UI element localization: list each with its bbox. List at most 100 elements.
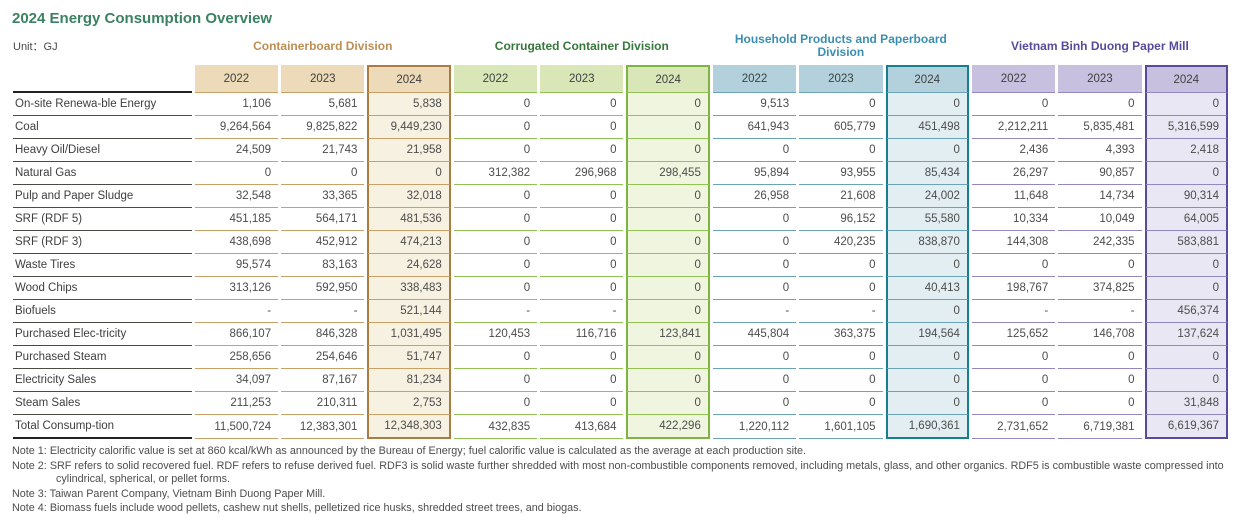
- data-cell: 0: [712, 346, 797, 369]
- data-cell: 0: [540, 254, 624, 277]
- data-cell: 1,690,361: [885, 415, 969, 439]
- row-label: Heavy Oil/Diesel: [13, 139, 192, 162]
- note-text: Taiwan Parent Company, Vietnam Binh Duon…: [49, 487, 326, 500]
- energy-consumption-table: Unit：GJ Containerboard Division Corrugated…: [10, 27, 1231, 439]
- row-label: Electricity Sales: [13, 369, 192, 392]
- data-cell: 194,564: [885, 323, 969, 346]
- data-cell: 11,648: [971, 185, 1056, 208]
- data-cell: 866,107: [194, 323, 279, 346]
- data-cell: 1,031,495: [367, 323, 451, 346]
- data-cell: -: [194, 300, 279, 323]
- data-cell: -: [799, 300, 883, 323]
- row-label: Coal: [13, 116, 192, 139]
- notes-section: Note 1: Electricity calorific value is s…: [12, 445, 1231, 516]
- data-cell: 9,449,230: [367, 116, 451, 139]
- note-3: Note 3: Taiwan Parent Company, Vietnam B…: [12, 488, 1231, 502]
- data-cell: 26,958: [712, 185, 797, 208]
- note-label: Note 2:: [12, 459, 47, 472]
- year-header: 2024: [885, 65, 969, 93]
- note-label: Note 3:: [12, 487, 47, 500]
- data-cell: 10,334: [971, 208, 1056, 231]
- data-cell: 0: [971, 392, 1056, 415]
- data-cell: 120,453: [453, 323, 538, 346]
- row-label: Wood Chips: [13, 277, 192, 300]
- data-cell: 96,152: [799, 208, 883, 231]
- data-cell: 83,163: [281, 254, 365, 277]
- year-header: 2022: [712, 65, 797, 93]
- data-cell: 198,767: [971, 277, 1056, 300]
- data-cell: 0: [367, 162, 451, 185]
- data-cell: 0: [453, 346, 538, 369]
- data-cell: 26,297: [971, 162, 1056, 185]
- data-cell: 137,624: [1144, 323, 1228, 346]
- year-header: 2024: [1144, 65, 1228, 93]
- data-cell: 0: [799, 139, 883, 162]
- data-cell: 0: [712, 369, 797, 392]
- data-cell: 0: [626, 231, 710, 254]
- data-cell: 0: [712, 231, 797, 254]
- division-title-containerboard-division: Containerboard Division: [253, 38, 393, 53]
- data-cell: 0: [453, 369, 538, 392]
- data-cell: 24,628: [367, 254, 451, 277]
- data-cell: 9,264,564: [194, 116, 279, 139]
- data-cell: 438,698: [194, 231, 279, 254]
- data-cell: 123,841: [626, 323, 710, 346]
- note-label: Note 4:: [12, 502, 47, 514]
- data-cell: 0: [626, 185, 710, 208]
- data-cell: 452,912: [281, 231, 365, 254]
- data-cell: -: [1058, 300, 1142, 323]
- data-cell: 85,434: [885, 162, 969, 185]
- data-cell: 0: [453, 208, 538, 231]
- data-cell: 0: [712, 208, 797, 231]
- data-cell: 0: [885, 254, 969, 277]
- row-label: Steam Sales: [13, 392, 192, 415]
- data-cell: 0: [626, 277, 710, 300]
- data-cell: 474,213: [367, 231, 451, 254]
- data-cell: 24,002: [885, 185, 969, 208]
- data-cell: 0: [971, 346, 1056, 369]
- data-cell: 0: [540, 116, 624, 139]
- data-cell: 0: [799, 254, 883, 277]
- data-cell: 456,374: [1144, 300, 1228, 323]
- division-title-corrugated-container-division: Corrugated Container Division: [494, 38, 669, 53]
- data-cell: 125,652: [971, 323, 1056, 346]
- data-cell: 21,958: [367, 139, 451, 162]
- data-cell: 296,968: [540, 162, 624, 185]
- data-cell: 211,253: [194, 392, 279, 415]
- data-cell: 6,619,367: [1144, 415, 1228, 439]
- row-label: SRF (RDF 5): [13, 208, 192, 231]
- data-cell: 90,314: [1144, 185, 1228, 208]
- data-cell: 0: [626, 346, 710, 369]
- note-2: Note 2: SRF refers to solid recovered fu…: [12, 460, 1231, 487]
- data-cell: 258,656: [194, 346, 279, 369]
- data-cell: 0: [712, 139, 797, 162]
- data-cell: 0: [540, 392, 624, 415]
- data-cell: 0: [1144, 93, 1228, 116]
- data-cell: 0: [1144, 162, 1228, 185]
- year-header: 2023: [281, 65, 365, 93]
- data-cell: 0: [712, 254, 797, 277]
- data-cell: 40,413: [885, 277, 969, 300]
- row-label: Waste Tires: [13, 254, 192, 277]
- data-cell: 451,498: [885, 116, 969, 139]
- data-cell: 0: [712, 392, 797, 415]
- data-cell: 51,747: [367, 346, 451, 369]
- unit-label: Unit：GJ: [13, 41, 58, 53]
- data-cell: 87,167: [281, 369, 365, 392]
- year-header: 2022: [971, 65, 1056, 93]
- data-cell: 521,144: [367, 300, 451, 323]
- note-text: SRF refers to solid recovered fuel. RDF …: [49, 459, 1224, 486]
- data-cell: 445,804: [712, 323, 797, 346]
- data-cell: 55,580: [885, 208, 969, 231]
- data-cell: 0: [540, 277, 624, 300]
- data-cell: 481,536: [367, 208, 451, 231]
- data-cell: 0: [540, 185, 624, 208]
- data-cell: 144,308: [971, 231, 1056, 254]
- data-cell: 0: [885, 93, 969, 116]
- data-cell: 0: [799, 93, 883, 116]
- data-cell: 298,455: [626, 162, 710, 185]
- row-label: On-site Renewa-ble Energy: [13, 93, 192, 116]
- data-cell: 422,296: [626, 415, 710, 439]
- data-cell: 9,825,822: [281, 116, 365, 139]
- data-cell: 838,870: [885, 231, 969, 254]
